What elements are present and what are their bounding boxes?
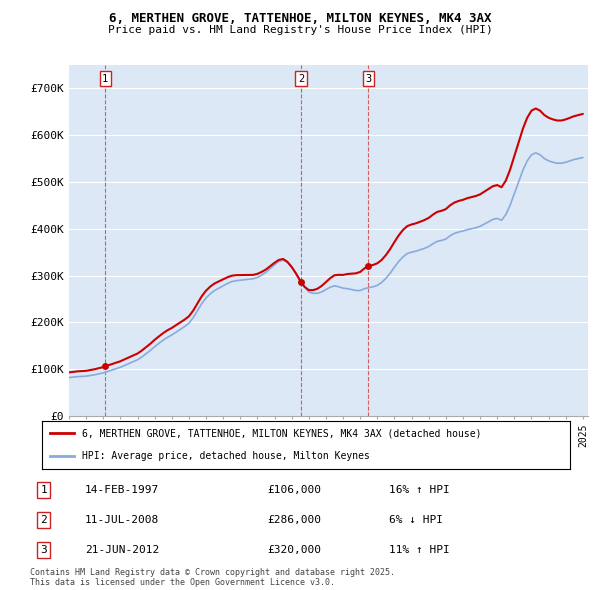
Text: 2: 2 — [40, 515, 47, 525]
Text: 2: 2 — [298, 74, 304, 84]
Text: 21-JUN-2012: 21-JUN-2012 — [85, 545, 160, 555]
Text: 11-JUL-2008: 11-JUL-2008 — [85, 515, 160, 525]
Text: 1: 1 — [102, 74, 109, 84]
Text: £106,000: £106,000 — [268, 485, 322, 495]
Text: 16% ↑ HPI: 16% ↑ HPI — [389, 485, 449, 495]
Text: Contains HM Land Registry data © Crown copyright and database right 2025.
This d: Contains HM Land Registry data © Crown c… — [30, 568, 395, 587]
Text: 3: 3 — [365, 74, 371, 84]
Text: £320,000: £320,000 — [268, 545, 322, 555]
Text: 14-FEB-1997: 14-FEB-1997 — [85, 485, 160, 495]
Text: £286,000: £286,000 — [268, 515, 322, 525]
Text: 6, MERTHEN GROVE, TATTENHOE, MILTON KEYNES, MK4 3AX (detached house): 6, MERTHEN GROVE, TATTENHOE, MILTON KEYN… — [82, 429, 481, 439]
Text: 6, MERTHEN GROVE, TATTENHOE, MILTON KEYNES, MK4 3AX: 6, MERTHEN GROVE, TATTENHOE, MILTON KEYN… — [109, 12, 491, 25]
Text: 3: 3 — [40, 545, 47, 555]
Text: Price paid vs. HM Land Registry's House Price Index (HPI): Price paid vs. HM Land Registry's House … — [107, 25, 493, 35]
Text: 6% ↓ HPI: 6% ↓ HPI — [389, 515, 443, 525]
Text: 11% ↑ HPI: 11% ↑ HPI — [389, 545, 449, 555]
Text: HPI: Average price, detached house, Milton Keynes: HPI: Average price, detached house, Milt… — [82, 451, 370, 461]
Text: 1: 1 — [40, 485, 47, 495]
